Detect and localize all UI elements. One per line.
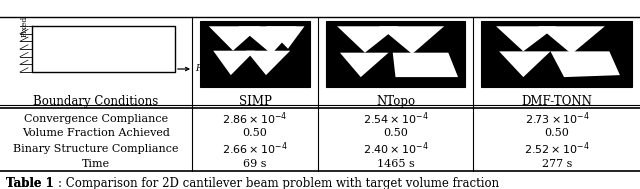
Polygon shape [379,26,444,54]
Polygon shape [246,51,290,75]
Polygon shape [538,26,605,54]
Polygon shape [550,51,620,77]
Polygon shape [340,53,388,77]
Text: Table 1: Table 1 [6,177,54,189]
Text: Volume Fraction Achieved: Volume Fraction Achieved [22,129,170,139]
Text: Boundary Conditions: Boundary Conditions [33,95,159,108]
Text: 1465 s: 1465 s [377,159,415,169]
Polygon shape [209,26,260,51]
Text: $2.40 \times 10^{-4}$: $2.40 \times 10^{-4}$ [363,140,429,157]
Text: $2.86 \times 10^{-4}$: $2.86 \times 10^{-4}$ [222,111,288,127]
Text: $2.54 \times 10^{-4}$: $2.54 \times 10^{-4}$ [363,111,429,127]
Text: $2.52 \times 10^{-4}$: $2.52 \times 10^{-4}$ [524,140,590,157]
Text: 277 s: 277 s [542,159,572,169]
Text: DMF-TONN: DMF-TONN [522,95,593,108]
Polygon shape [496,26,557,51]
Text: $2.66 \times 10^{-4}$: $2.66 \times 10^{-4}$ [222,140,288,157]
Polygon shape [337,26,398,53]
Text: $2.73 \times 10^{-4}$: $2.73 \times 10^{-4}$ [525,111,589,127]
Text: 0.50: 0.50 [383,129,408,139]
Bar [481,21,632,87]
Text: F: F [195,64,201,74]
Text: Binary Structure Compliance: Binary Structure Compliance [13,143,179,153]
Text: SIMP: SIMP [239,95,271,108]
Bar [326,21,465,87]
Text: 0.50: 0.50 [243,129,268,139]
Text: 69 s: 69 s [243,159,267,169]
Polygon shape [393,53,458,77]
Text: 0.50: 0.50 [545,129,570,139]
Text: Table 1: Table 1 [6,177,54,189]
Text: Convergence Compliance: Convergence Compliance [24,114,168,124]
Text: NTopo: NTopo [376,95,415,108]
Text: Table 1: Comparison for 2D cantilever beam problem with target volume fraction: Table 1: Comparison for 2D cantilever be… [6,177,491,189]
Polygon shape [266,26,305,49]
Text: : Comparison for 2D cantilever beam problem with target volume fraction: : Comparison for 2D cantilever beam prob… [58,177,499,189]
Bar [200,21,310,87]
Text: Time: Time [82,159,110,169]
Polygon shape [499,51,550,77]
Polygon shape [213,51,255,75]
Text: Fixed: Fixed [21,16,29,37]
Polygon shape [239,26,297,54]
